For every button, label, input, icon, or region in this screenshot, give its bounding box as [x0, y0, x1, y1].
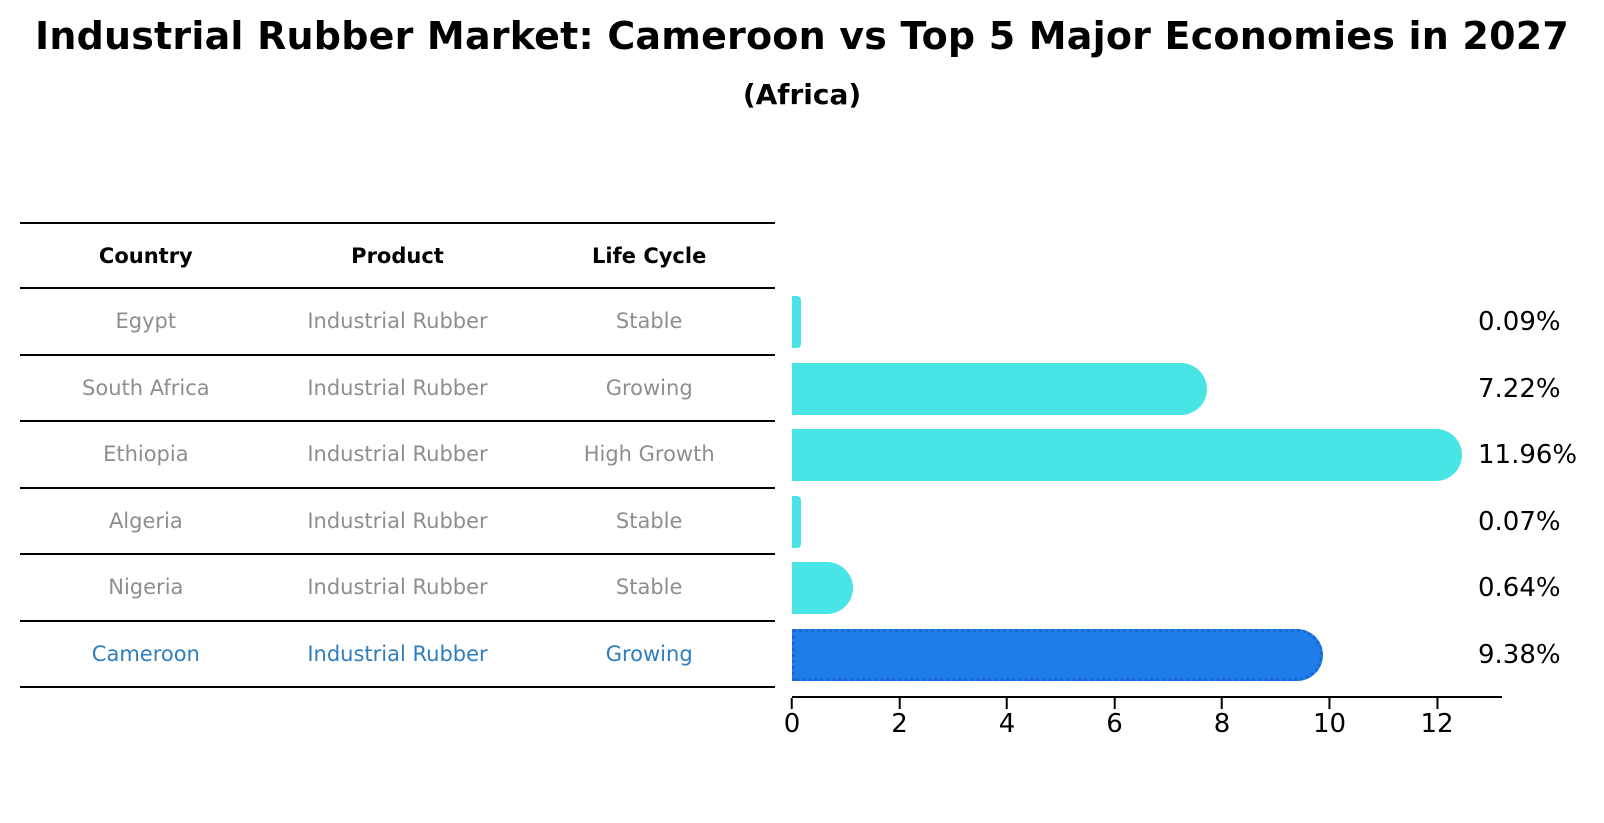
- bar-south-africa: [792, 362, 1208, 415]
- tick-mark: [1113, 698, 1116, 709]
- lifecycle-cell: Stable: [615, 508, 683, 533]
- bar-row: [792, 622, 1502, 689]
- country-cell: Egypt: [115, 309, 177, 334]
- bar-row: [792, 489, 1502, 556]
- x-tick: 8: [1213, 698, 1231, 739]
- country-cell: Algeria: [108, 508, 183, 533]
- tick-label: 10: [1312, 709, 1347, 739]
- tick-mark: [1436, 698, 1438, 709]
- bar-row: [792, 422, 1502, 489]
- bar-row: [792, 289, 1502, 356]
- x-tick: 6: [1106, 698, 1123, 739]
- bar-algeria: [792, 495, 801, 548]
- tick-mark: [1328, 698, 1331, 709]
- table-row-egypt: Egypt Industrial Rubber Stable: [20, 289, 775, 356]
- table-header-row: Country Product Life Cycle: [20, 222, 775, 289]
- country-cell: Cameroon: [91, 641, 200, 666]
- x-tick: 4: [998, 698, 1016, 739]
- tick-label: 6: [1106, 709, 1123, 739]
- x-tick: 12: [1420, 698, 1454, 739]
- product-cell: Industrial Rubber: [307, 641, 488, 666]
- table-row-nigeria: Nigeria Industrial Rubber Stable: [20, 555, 775, 622]
- x-tick: 10: [1313, 698, 1346, 739]
- tick-mark: [790, 698, 793, 709]
- value-label-egypt: 0.09%: [1478, 307, 1561, 338]
- bar-ethiopia: [792, 429, 1462, 482]
- lifecycle-cell: Growing: [605, 375, 693, 400]
- product-cell: Industrial Rubber: [307, 442, 488, 467]
- tick-mark: [1220, 698, 1223, 709]
- lifecycle-cell: High Growth: [583, 442, 715, 467]
- tick-label: 12: [1420, 709, 1454, 739]
- value-label-south-africa: 7.22%: [1478, 373, 1561, 404]
- tick-label: 0: [783, 709, 801, 739]
- x-tick: 0: [783, 698, 801, 739]
- value-labels: 0.09% 7.22% 11.96% 0.07% 0.64% 9.38%: [1478, 289, 1577, 688]
- product-cell: Industrial Rubber: [307, 375, 488, 400]
- x-axis-line: [792, 696, 1502, 698]
- bar-nigeria: [792, 562, 854, 615]
- bar-cameroon: [792, 628, 1324, 681]
- product-cell: Industrial Rubber: [307, 309, 488, 334]
- tick-label: 4: [998, 709, 1016, 739]
- bar-row: [792, 356, 1502, 423]
- tick-mark: [898, 698, 901, 709]
- table-row-south-africa: South Africa Industrial Rubber Growing: [20, 356, 775, 422]
- table-row-cameroon: Cameroon Industrial Rubber Growing: [20, 622, 775, 688]
- value-label-ethiopia: 11.96%: [1478, 440, 1578, 471]
- bar-egypt: [792, 296, 801, 349]
- bar-chart: [792, 289, 1502, 688]
- x-tick: 2: [891, 698, 908, 739]
- table-row-algeria: Algeria Industrial Rubber Stable: [20, 489, 775, 555]
- lifecycle-cell: Stable: [615, 309, 683, 334]
- value-label-nigeria: 0.64%: [1478, 573, 1561, 604]
- value-label-algeria: 0.07%: [1478, 506, 1561, 537]
- bar-row: [792, 555, 1502, 622]
- product-cell: Industrial Rubber: [307, 508, 488, 533]
- country-cell: South Africa: [82, 375, 210, 400]
- x-axis-ticks: 0 2 4 6 8 10 12: [784, 698, 1454, 746]
- table-row-ethiopia: Ethiopia Industrial Rubber High Growth: [20, 422, 775, 489]
- tick-label: 2: [891, 709, 908, 739]
- col-header-lifecycle: Life Cycle: [592, 243, 707, 268]
- chart-subtitle: (Africa): [742, 78, 862, 111]
- product-cell: Industrial Rubber: [307, 575, 488, 600]
- tick-label: 8: [1213, 709, 1231, 739]
- tick-mark: [1005, 698, 1008, 709]
- chart-title: Industrial Rubber Market: Cameroon vs To…: [34, 14, 1569, 58]
- col-header-country: Country: [98, 243, 193, 268]
- country-cell: Ethiopia: [103, 442, 189, 467]
- lifecycle-cell: Stable: [615, 575, 683, 600]
- country-table: Country Product Life Cycle Egypt Industr…: [20, 222, 775, 688]
- value-label-cameroon: 9.38%: [1478, 639, 1561, 670]
- lifecycle-cell: Growing: [605, 641, 693, 666]
- country-cell: Nigeria: [108, 575, 184, 600]
- col-header-product: Product: [351, 243, 444, 268]
